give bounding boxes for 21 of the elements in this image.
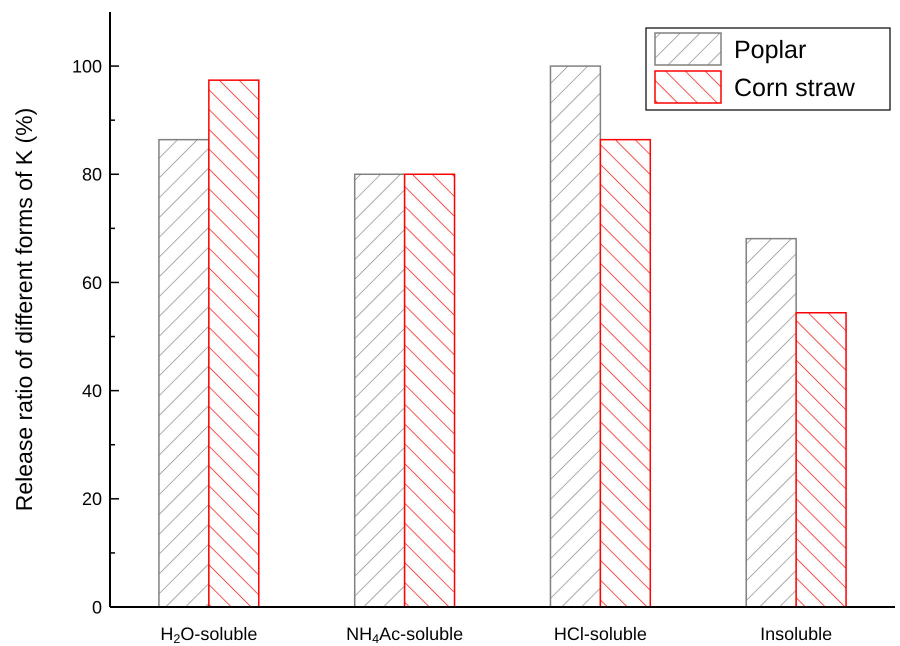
y-tick-label: 80 — [82, 164, 102, 185]
bar — [550, 65, 602, 608]
bar — [600, 138, 652, 608]
x-tick-label: H$_{2}$O-soluble — [160, 624, 258, 646]
bar — [158, 138, 210, 608]
bar — [404, 174, 456, 608]
x-tick-label: Insoluble — [760, 624, 832, 644]
x-tick-label: NH$_{4}$Ac-soluble — [346, 624, 464, 646]
y-tick-label: 60 — [82, 272, 102, 293]
bar — [354, 174, 406, 608]
x-tick-label: HCl-soluble — [554, 624, 647, 644]
bar — [208, 79, 260, 608]
y-tick-label: 0 — [92, 597, 102, 618]
y-tick-label: 100 — [72, 56, 102, 76]
y-tick-label: 20 — [82, 489, 102, 510]
bar — [745, 238, 797, 608]
legend-label: Poplar — [734, 36, 806, 64]
y-axis-title: Release ratio of different forms of K (%) — [11, 108, 37, 512]
bar — [795, 312, 847, 608]
legend-label: Corn straw — [734, 74, 856, 102]
y-tick-label: 40 — [82, 380, 102, 401]
